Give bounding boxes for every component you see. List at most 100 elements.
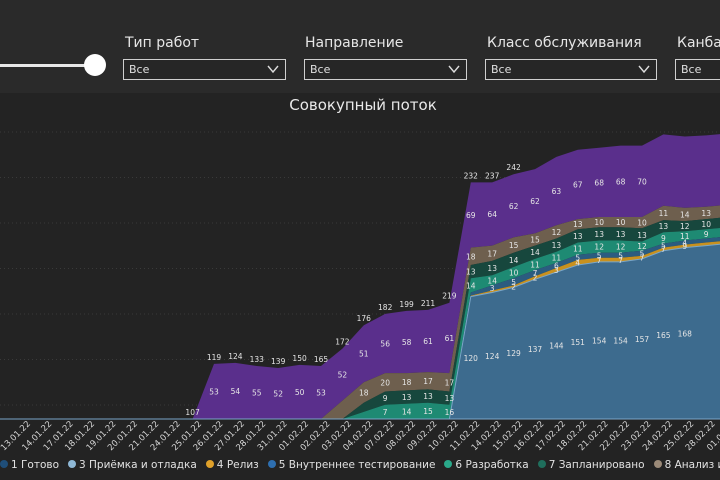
data-label: 13 bbox=[466, 268, 476, 277]
data-label: 7 bbox=[661, 245, 666, 254]
data-label: 62 bbox=[530, 197, 540, 206]
data-label: 9 bbox=[704, 230, 709, 239]
data-label: 13 bbox=[423, 392, 433, 401]
filter-select-service-class[interactable]: Все bbox=[485, 59, 657, 80]
data-label: 13 bbox=[616, 230, 626, 239]
data-label: 4 bbox=[575, 258, 580, 267]
data-label: 237 bbox=[485, 171, 500, 180]
chevron-down-icon bbox=[448, 65, 460, 74]
filter-select-work-type[interactable]: Все bbox=[123, 59, 286, 80]
legend-color-dot-icon bbox=[267, 460, 276, 468]
data-label: 55 bbox=[252, 388, 262, 397]
data-label: 2 bbox=[511, 282, 516, 291]
legend-item[interactable]: 1 Готово bbox=[0, 459, 59, 471]
data-label: 5 bbox=[640, 249, 645, 258]
data-label: 107 bbox=[185, 408, 200, 417]
data-label: 10 bbox=[637, 219, 647, 228]
legend-item[interactable]: 4 Релиз bbox=[205, 459, 259, 471]
filter-select-kanban[interactable]: Все bbox=[675, 59, 720, 80]
data-label: 3 bbox=[554, 266, 559, 275]
data-label: 154 bbox=[613, 336, 628, 345]
data-label: 5 bbox=[511, 278, 516, 287]
legend-item[interactable]: 6 Разработка bbox=[444, 459, 529, 471]
chevron-down-icon bbox=[267, 65, 279, 74]
data-label: 12 bbox=[680, 222, 690, 231]
data-label: 7 bbox=[597, 256, 602, 265]
data-label: 68 bbox=[594, 178, 604, 187]
filter-select-direction[interactable]: Все bbox=[304, 59, 467, 80]
data-label: 16 bbox=[445, 408, 455, 417]
data-label: 63 bbox=[552, 187, 562, 196]
data-label: 133 bbox=[250, 355, 265, 364]
data-label: 5 bbox=[618, 251, 623, 260]
data-label: 154 bbox=[592, 336, 607, 345]
data-label: 14 bbox=[466, 281, 476, 290]
cumulative-flow-chart: 1075311954124551335213950150531655217251… bbox=[0, 131, 720, 453]
data-label: 18 bbox=[359, 388, 369, 397]
data-label: 5 bbox=[575, 253, 580, 262]
data-labels: 1075311954124551335213950150531655217251… bbox=[185, 163, 711, 417]
legend-item[interactable]: 8 Анализ и согласование bbox=[653, 459, 720, 471]
filter-label-direction: Направление bbox=[305, 35, 404, 51]
legend-label: 8 Анализ и согласование bbox=[664, 459, 720, 471]
data-label: 11 bbox=[552, 253, 562, 262]
filter-label-work-type: Тип работ bbox=[125, 35, 200, 51]
data-label: 52 bbox=[273, 390, 283, 399]
data-label: 124 bbox=[485, 352, 500, 361]
legend-label: 1 Готово bbox=[11, 459, 59, 471]
data-label: 12 bbox=[637, 242, 647, 251]
data-label: 5 bbox=[597, 251, 602, 260]
data-label: 144 bbox=[549, 342, 564, 351]
filter-label-kanban: Канбан bbox=[677, 35, 720, 51]
legend-item[interactable]: 7 Запланировано bbox=[537, 459, 645, 471]
data-label: 17 bbox=[487, 249, 497, 258]
data-label: 168 bbox=[678, 329, 693, 338]
data-label: 12 bbox=[616, 243, 626, 252]
data-label: 129 bbox=[506, 349, 521, 358]
area-series-5 bbox=[0, 227, 720, 419]
data-label: 15 bbox=[423, 407, 433, 416]
data-label: 211 bbox=[421, 299, 436, 308]
data-label: 9 bbox=[383, 394, 388, 403]
legend-color-dot-icon bbox=[444, 460, 453, 468]
legend-item[interactable]: 3 Приёмка и отладка bbox=[68, 459, 197, 471]
data-label: 20 bbox=[380, 378, 390, 387]
data-label: 54 bbox=[231, 387, 241, 396]
data-label: 69 bbox=[466, 211, 476, 220]
data-label: 18 bbox=[466, 252, 476, 261]
data-label: 14 bbox=[509, 256, 519, 265]
data-label: 50 bbox=[295, 388, 305, 397]
data-label: 11 bbox=[659, 209, 669, 218]
data-label: 157 bbox=[635, 335, 650, 344]
data-label: 176 bbox=[357, 314, 372, 323]
stacked-areas bbox=[0, 134, 720, 420]
data-label: 17 bbox=[423, 377, 433, 386]
filter-label-service-class: Класс обслуживания bbox=[487, 35, 642, 51]
data-label: 68 bbox=[616, 177, 626, 186]
chevron-down-icon bbox=[638, 65, 650, 74]
date-range-slider-track[interactable] bbox=[0, 64, 94, 67]
legend-color-dot-icon bbox=[653, 460, 662, 468]
data-label: 13 bbox=[402, 393, 412, 402]
data-label: 64 bbox=[487, 210, 497, 219]
data-label: 15 bbox=[530, 235, 540, 244]
legend-color-dot-icon bbox=[68, 460, 76, 468]
data-label: 61 bbox=[423, 337, 433, 346]
data-label: 199 bbox=[399, 300, 414, 309]
data-label: 11 bbox=[680, 232, 690, 241]
legend-item[interactable]: 5 Внутреннее тестирование bbox=[267, 459, 435, 471]
data-label: 53 bbox=[209, 387, 219, 396]
area-series-6 bbox=[0, 217, 720, 419]
data-label: 14 bbox=[402, 407, 412, 416]
data-label: 11 bbox=[530, 260, 540, 269]
data-label: 13 bbox=[552, 241, 562, 250]
area-series-2 bbox=[0, 243, 720, 420]
date-range-slider-handle[interactable] bbox=[84, 54, 106, 76]
data-label: 13 bbox=[573, 220, 583, 229]
legend-color-dot-icon bbox=[205, 460, 214, 468]
data-label: 6 bbox=[554, 261, 559, 270]
data-label: 13 bbox=[594, 230, 604, 239]
data-label: 7 bbox=[533, 269, 538, 278]
data-label: 14 bbox=[530, 248, 540, 257]
data-label: 52 bbox=[338, 371, 348, 380]
